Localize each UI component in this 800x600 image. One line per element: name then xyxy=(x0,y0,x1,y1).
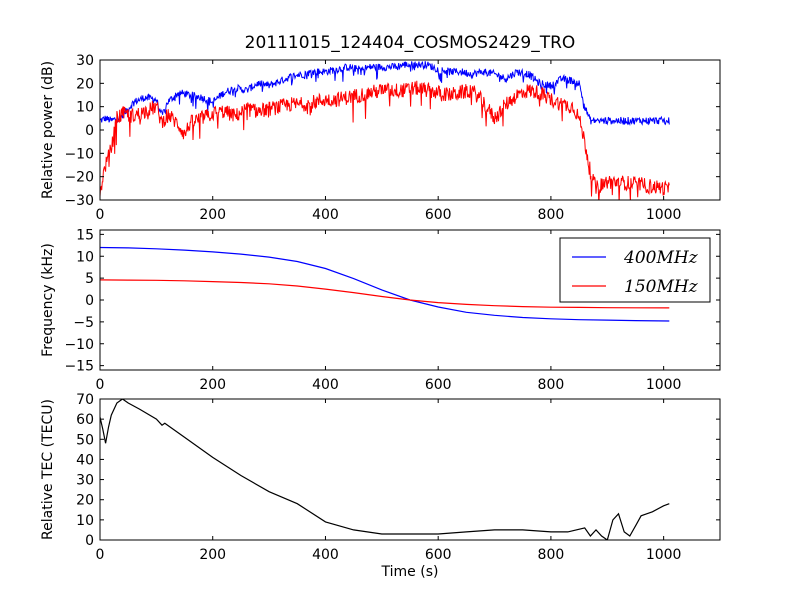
x-tick-label: 800 xyxy=(538,547,565,563)
y-tick-label: 40 xyxy=(76,452,94,468)
plot-area xyxy=(100,61,670,200)
y-tick-label: 30 xyxy=(76,473,94,489)
y-tick-label: −20 xyxy=(64,170,94,186)
x-tick-label: 200 xyxy=(199,547,226,563)
y-axis-label: Relative power (dB) xyxy=(40,61,56,199)
y-tick-label: 15 xyxy=(76,227,94,243)
plot-area xyxy=(100,399,670,540)
legend-label: 150MHz xyxy=(624,277,699,297)
y-tick-label: 10 xyxy=(76,249,94,265)
series-line-1 xyxy=(100,61,670,127)
x-tick-label: 1000 xyxy=(646,377,682,393)
x-tick-label: 400 xyxy=(312,207,339,223)
panel-3: 0 200 400 600 800 1000 0 10 20 30 40 50 60 70 Relative… xyxy=(40,392,721,580)
series-line-2 xyxy=(100,279,670,309)
x-tick-label: 1000 xyxy=(646,547,682,563)
chart-title: 20111015_124404_COSMOS2429_TRO xyxy=(245,33,576,53)
y-tick-label: 30 xyxy=(76,53,94,69)
y-axis-label: Relative TEC (TECU) xyxy=(40,399,56,540)
x-tick-label: 1000 xyxy=(646,207,682,223)
y-tick-label: 20 xyxy=(76,76,94,92)
x-tick-label: 800 xyxy=(538,377,565,393)
y-tick-label: 0 xyxy=(85,533,94,549)
x-tick-label: 600 xyxy=(425,547,452,563)
x-tick-label: 0 xyxy=(96,547,105,563)
y-axis-label: Frequency (kHz) xyxy=(40,243,56,357)
series-line-1 xyxy=(100,246,670,322)
x-tick-label: 0 xyxy=(96,377,105,393)
y-tick-label: −5 xyxy=(73,315,94,331)
legend: 400MHz 150MHz xyxy=(559,237,711,303)
plot-area xyxy=(100,246,670,322)
series-line-2 xyxy=(100,80,670,200)
y-tick-label: −15 xyxy=(64,359,94,375)
x-tick-label: 0 xyxy=(96,207,105,223)
panel-2: 0 200 400 600 800 1000 −15 −10 −5 0 5 10 15 Frequency… xyxy=(40,227,721,393)
y-tick-label: 5 xyxy=(85,271,94,287)
x-tick-label: 200 xyxy=(199,377,226,393)
y-tick-label: 10 xyxy=(76,513,94,529)
y-tick-label: 0 xyxy=(85,123,94,139)
y-tick-label: 20 xyxy=(76,493,94,509)
y-tick-label: 70 xyxy=(76,392,94,408)
y-tick-label: 60 xyxy=(76,412,94,428)
y-tick-label: 0 xyxy=(85,293,94,309)
y-tick-label: −10 xyxy=(64,337,94,353)
x-tick-label: 600 xyxy=(425,207,452,223)
x-tick-label: 800 xyxy=(538,207,565,223)
series-line-1 xyxy=(100,399,670,540)
y-tick-label: 50 xyxy=(76,432,94,448)
x-tick-label: 600 xyxy=(425,377,452,393)
chart-panels: 0 200 400 600 800 1000−30−20−100102030Relativ… xyxy=(40,53,721,580)
y-tick-label: −30 xyxy=(64,193,94,209)
legend-label: 400MHz xyxy=(623,248,699,268)
x-tick-label: 400 xyxy=(312,377,339,393)
axes-frame xyxy=(99,398,721,541)
x-tick-label: 200 xyxy=(199,207,226,223)
panel-1: 0 200 400 600 800 1000 −30 −20 −10 0 10 20 30 Relativ… xyxy=(40,53,721,223)
y-tick-label: −10 xyxy=(64,146,94,162)
y-tick-label: 10 xyxy=(76,100,94,116)
x-tick-label: 400 xyxy=(312,547,339,563)
x-axis-label: Time (s) xyxy=(381,564,439,580)
